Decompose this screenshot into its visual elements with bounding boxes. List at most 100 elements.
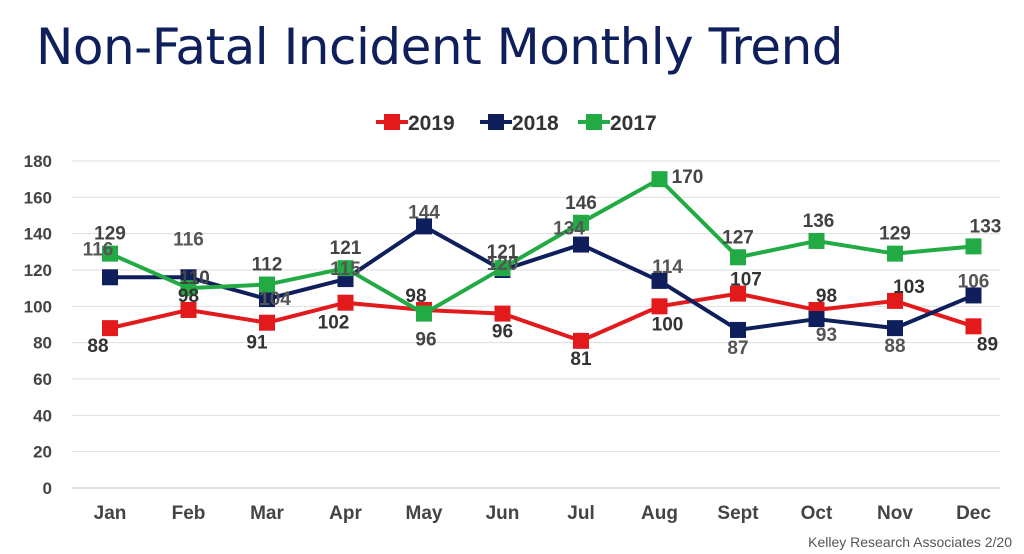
data-label-2018-Jul: 134 — [553, 219, 585, 240]
data-label-2018-Oct: 93 — [816, 325, 837, 346]
data-label-2019-Jan: 88 — [87, 336, 108, 357]
data-label-2018-Nov: 88 — [884, 336, 905, 357]
marker-2019-Aug — [651, 298, 668, 315]
data-label-2017-Jan: 129 — [94, 224, 126, 245]
marker-2017-Sept — [730, 249, 746, 266]
marker-2017-Nov — [887, 245, 903, 262]
data-label-2017-Mar: 112 — [252, 255, 283, 276]
legend: 2019 2018 2017 — [376, 112, 657, 135]
marker-2017-Feb — [180, 280, 197, 297]
data-label-2018-Feb: 116 — [173, 229, 204, 250]
data-label-2019-Aug: 100 — [652, 314, 684, 335]
marker-2019-Jun — [494, 305, 511, 322]
data-labels: 88 98 91 102 98 96 81 100 107 98 103 89 116 116 104 115… — [83, 167, 1002, 370]
data-label-2017-Aug: 170 — [672, 167, 704, 188]
series-lines — [109, 177, 975, 343]
series-line-2019 — [109, 291, 975, 343]
data-label-2018-Aug: 114 — [652, 257, 683, 278]
y-tick-label: 160 — [24, 188, 52, 207]
data-label-2018-Mar: 104 — [259, 289, 291, 310]
legend-marker-2017 — [586, 114, 602, 130]
x-tick-label: Oct — [801, 503, 833, 524]
y-tick-label: 180 — [24, 152, 52, 171]
marker-2018-Aug — [651, 272, 668, 289]
marker-2017-May — [416, 305, 432, 322]
marker-2017-Jul — [573, 214, 589, 231]
gridlines — [72, 160, 1000, 489]
marker-2019-Nov — [887, 292, 903, 309]
data-label-2017-Apr: 121 — [330, 238, 362, 259]
data-label-2019-Jul: 81 — [570, 349, 592, 370]
marker-2018-Oct — [808, 311, 825, 328]
data-label-2019-Apr: 102 — [318, 313, 350, 334]
x-tick-label: Sept — [717, 503, 759, 524]
data-label-2017-Sept: 127 — [722, 227, 754, 248]
data-label-2017-Dec: 133 — [970, 216, 1002, 237]
series-line-2017 — [109, 177, 974, 316]
data-label-2017-Jun: 121 — [487, 242, 519, 263]
x-tick-label: Mar — [250, 503, 284, 524]
y-tick-label: 60 — [33, 370, 52, 389]
legend-marker-2018 — [488, 114, 504, 130]
series-line-2018 — [110, 224, 975, 332]
data-label-2018-Jun: 120 — [487, 254, 519, 275]
legend-marker-2019 — [384, 114, 400, 130]
y-tick-label: 120 — [24, 261, 52, 280]
data-label-2019-Dec: 89 — [977, 334, 998, 355]
y-tick-label: 140 — [24, 225, 52, 244]
data-label-2019-May: 98 — [405, 286, 426, 307]
data-label-2019-Feb: 98 — [178, 286, 199, 307]
marker-2019-Apr — [337, 294, 354, 311]
data-label-2018-Apr: 115 — [330, 259, 361, 280]
marker-2019-Jul — [573, 332, 589, 349]
y-tick-label: 20 — [33, 443, 52, 462]
marker-2017-Mar — [259, 276, 275, 293]
data-label-2017-Nov: 129 — [879, 224, 911, 245]
data-label-2019-Mar: 91 — [246, 333, 268, 354]
marker-2019-Feb — [180, 301, 197, 318]
data-label-2017-Oct: 136 — [803, 211, 835, 232]
data-label-2019-Sept: 107 — [730, 270, 762, 291]
legend-label-2018: 2018 — [512, 112, 559, 135]
marker-2018-Dec — [965, 287, 982, 304]
marker-2019-Mar — [259, 314, 275, 331]
data-label-2018-Dec: 106 — [958, 271, 990, 292]
marker-2019-Sept — [730, 285, 746, 302]
marker-2017-Oct — [808, 232, 825, 249]
y-tick-label: 40 — [33, 406, 52, 425]
x-tick-label: Nov — [877, 503, 913, 524]
marker-2017-Dec — [965, 238, 982, 255]
marker-2018-May — [416, 218, 432, 235]
y-axis: 0 20 40 60 80 100 120 140 160 180 — [24, 152, 52, 498]
data-label-2019-Oct: 98 — [816, 286, 837, 307]
x-tick-label: Jun — [486, 503, 520, 524]
data-label-2018-Sept: 87 — [727, 338, 748, 359]
x-tick-label: Jan — [94, 503, 127, 524]
page-title: Non-Fatal Incident Monthly Trend — [36, 18, 844, 76]
data-label-2018-Jan: 116 — [83, 239, 114, 260]
marker-2018-Mar — [259, 291, 275, 308]
y-tick-label: 80 — [33, 334, 52, 353]
data-label-2017-Jul: 146 — [565, 193, 597, 214]
marker-2017-Apr — [337, 260, 354, 277]
legend-label-2017: 2017 — [610, 112, 657, 135]
marker-2017-Aug — [651, 171, 668, 188]
marker-2019-Dec — [965, 318, 982, 335]
x-axis: Jan Feb Mar Apr May Jun Jul Aug Sept Oct Nov Dec — [94, 503, 992, 524]
marker-2017-Jan — [102, 245, 118, 262]
data-label-2018-May: 144 — [408, 202, 440, 223]
series-markers — [102, 171, 982, 349]
marker-2018-Nov — [887, 320, 903, 337]
x-tick-label: Dec — [956, 503, 991, 524]
marker-2018-Jan — [102, 269, 118, 286]
data-label-2019-Jun: 96 — [492, 322, 513, 343]
marker-2017-Jun — [494, 260, 511, 277]
y-tick-label: 100 — [24, 297, 52, 316]
data-label-2017-May: 96 — [415, 330, 436, 351]
x-tick-label: Apr — [329, 503, 362, 524]
x-tick-label: Feb — [172, 503, 206, 524]
legend-label-2019: 2019 — [408, 112, 455, 135]
footer-credit: Kelley Research Associates 2/20 — [808, 534, 1012, 550]
marker-2018-Jul — [573, 236, 589, 253]
